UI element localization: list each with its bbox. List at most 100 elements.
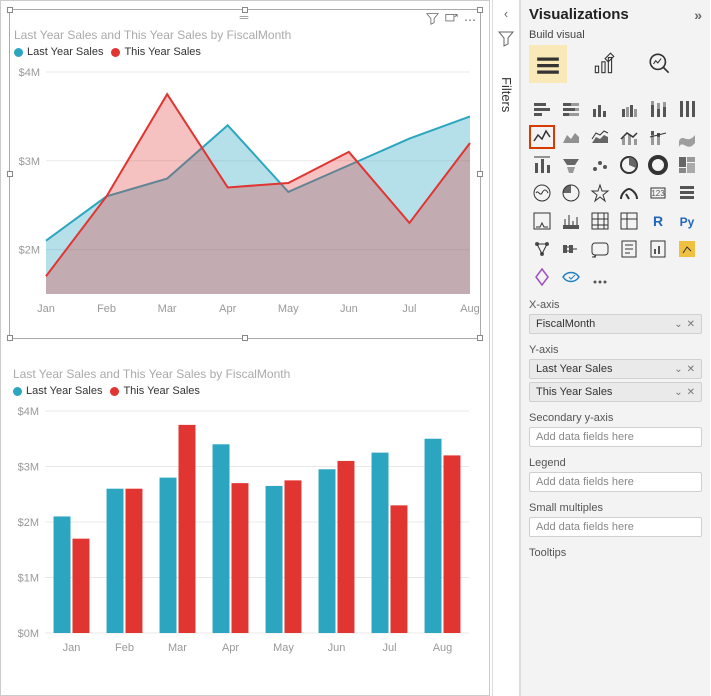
viz-type-more-options[interactable]	[587, 265, 613, 289]
viz-type-stacked-area[interactable]	[587, 125, 613, 149]
chevron-down-icon[interactable]: ⌄	[674, 387, 682, 398]
analytics-tab[interactable]	[641, 45, 679, 83]
viz-type-key-influencers[interactable]	[529, 237, 555, 261]
filters-pane-collapsed[interactable]: ‹ Filters	[492, 0, 520, 696]
svg-text:Feb: Feb	[115, 642, 134, 654]
viz-type-filled-map[interactable]	[558, 181, 584, 205]
legend-field-well[interactable]: Add data fields here	[529, 472, 702, 492]
svg-text:Apr: Apr	[219, 303, 236, 315]
resize-handle[interactable]	[477, 335, 483, 341]
chevron-down-icon[interactable]: ⌄	[674, 364, 682, 375]
yaxis-field-well[interactable]: Last Year Sales ⌄ ✕	[529, 359, 702, 379]
svg-text:$4M: $4M	[19, 67, 40, 79]
viz-type-area-chart[interactable]	[558, 125, 584, 149]
viz-type-stacked-column-100[interactable]	[674, 97, 700, 121]
viz-type-clustered-bar[interactable]	[645, 97, 671, 121]
viz-type-r-visual[interactable]: R	[645, 209, 671, 233]
viz-type-line-clustered-col[interactable]	[616, 125, 642, 149]
viz-type-ribbon-chart[interactable]	[674, 125, 700, 149]
svg-text:$0M: $0M	[18, 628, 39, 640]
viz-type-line-stacked-col[interactable]	[645, 125, 671, 149]
viz-type-multi-row-card[interactable]	[674, 181, 700, 205]
viz-type-treemap[interactable]	[674, 153, 700, 177]
viz-type-clustered-column[interactable]	[587, 97, 613, 121]
viz-type-qa[interactable]	[587, 237, 613, 261]
area-chart-visual[interactable]: ═ ⋯ Last Year Sales and This Year Sales …	[9, 9, 481, 339]
remove-field-icon[interactable]: ✕	[687, 387, 695, 398]
legend-label: Last Year Sales	[26, 385, 102, 397]
viz-type-line-chart[interactable]	[529, 125, 555, 149]
xaxis-field-well[interactable]: FiscalMonth⌄✕	[529, 314, 702, 334]
resize-handle[interactable]	[7, 7, 13, 13]
viz-type-stacked-bar-h-100[interactable]	[558, 97, 584, 121]
viz-type-scatter[interactable]	[587, 153, 613, 177]
legend-dot	[14, 48, 23, 57]
viz-type-kpi[interactable]	[529, 209, 555, 233]
viz-type-donut[interactable]	[645, 153, 671, 177]
viz-type-pie[interactable]	[616, 153, 642, 177]
viz-type-slicer[interactable]	[558, 209, 584, 233]
viz-type-python-visual[interactable]: Py	[674, 209, 700, 233]
field-placeholder: Add data fields here	[536, 521, 634, 533]
build-visual-tab[interactable]	[529, 45, 567, 83]
xaxis-label: X-axis	[529, 299, 702, 311]
viz-type-paginated-report[interactable]	[645, 237, 671, 261]
svg-text:Feb: Feb	[97, 303, 116, 315]
svg-text:$4M: $4M	[18, 406, 39, 418]
viz-type-map[interactable]	[529, 181, 555, 205]
resize-handle[interactable]	[7, 335, 13, 341]
legend-dot	[111, 48, 120, 57]
field-placeholder: Add data fields here	[536, 431, 634, 443]
chart-legend: Last Year Sales This Year Sales	[10, 44, 480, 62]
filter-icon	[497, 29, 515, 47]
expand-pane-icon[interactable]: »	[694, 7, 702, 23]
filters-label: Filters	[499, 77, 514, 112]
remove-field-icon[interactable]: ✕	[687, 364, 695, 375]
viz-type-power-automate[interactable]	[529, 265, 555, 289]
viz-type-stacked-bar-h[interactable]	[529, 97, 555, 121]
viz-type-get-more-visuals[interactable]	[558, 265, 584, 289]
field-value: Last Year Sales	[536, 363, 612, 375]
drag-grip-icon[interactable]: ═	[240, 10, 251, 24]
small-multiples-well[interactable]: Add data fields here	[529, 517, 702, 537]
viz-type-funnel[interactable]	[558, 153, 584, 177]
viz-type-card[interactable]: 123	[645, 181, 671, 205]
svg-text:Py: Py	[680, 215, 695, 229]
focus-mode-icon[interactable]	[445, 12, 458, 28]
yaxis-field-well[interactable]: This Year Sales⌄✕	[529, 382, 702, 402]
resize-handle[interactable]	[477, 171, 483, 177]
chevron-down-icon[interactable]: ⌄	[674, 319, 682, 330]
viz-type-table[interactable]	[587, 209, 613, 233]
resize-handle[interactable]	[242, 335, 248, 341]
viz-type-matrix[interactable]	[616, 209, 642, 233]
svg-text:Mar: Mar	[158, 303, 177, 315]
format-visual-tab[interactable]	[585, 45, 623, 83]
secondary-yaxis-well[interactable]: Add data fields here	[529, 427, 702, 447]
more-options-icon[interactable]: ⋯	[464, 13, 476, 27]
svg-text:Jan: Jan	[63, 642, 81, 654]
viz-type-power-apps[interactable]	[674, 237, 700, 261]
legend-dot	[13, 387, 22, 396]
visualizations-pane: Visualizations» Build visual 123RPy X-ax…	[520, 0, 710, 696]
viz-type-decomposition-tree[interactable]	[558, 237, 584, 261]
chevron-left-icon[interactable]: ‹	[493, 0, 519, 21]
viz-type-smart-narrative[interactable]	[616, 237, 642, 261]
viz-type-gauge[interactable]	[616, 181, 642, 205]
viz-type-waterfall[interactable]	[529, 153, 555, 177]
svg-text:Apr: Apr	[222, 642, 239, 654]
filter-icon[interactable]	[426, 12, 439, 28]
svg-text:Aug: Aug	[433, 642, 453, 654]
secondary-yaxis-label: Secondary y-axis	[529, 412, 702, 424]
svg-text:$2M: $2M	[18, 517, 39, 529]
bar-chart-svg: $0M$1M$2M$3M$4MJanFebMarAprMayJunJulAug	[9, 401, 479, 661]
remove-field-icon[interactable]: ✕	[687, 319, 695, 330]
viz-type-shape-map[interactable]	[587, 181, 613, 205]
svg-text:Jun: Jun	[328, 642, 346, 654]
svg-text:R: R	[653, 213, 663, 229]
resize-handle[interactable]	[7, 171, 13, 177]
viz-type-stacked-column[interactable]	[616, 97, 642, 121]
tooltips-label: Tooltips	[529, 547, 702, 559]
bar-chart-visual[interactable]: Last Year Sales and This Year Sales by F…	[9, 349, 481, 679]
legend-label: This Year Sales	[124, 46, 200, 58]
resize-handle[interactable]	[477, 7, 483, 13]
